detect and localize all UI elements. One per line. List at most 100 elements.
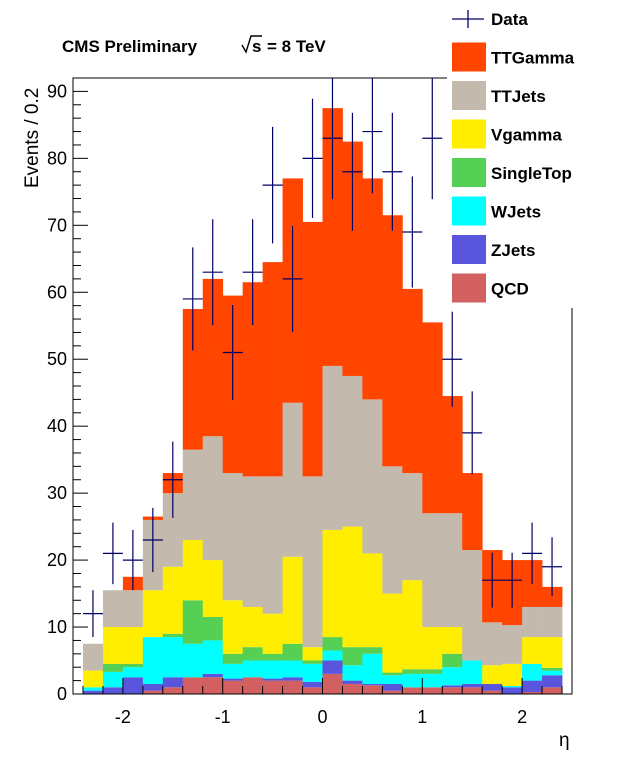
bin-zjets-15 (382, 683, 403, 691)
energy-symbol: s (252, 37, 261, 56)
bin-ttjets-21 (502, 625, 523, 664)
bin-singletop-5 (182, 600, 204, 644)
data-point-1 (102, 522, 123, 585)
bin-vgamma-1 (102, 627, 124, 664)
bin-zjets-19 (462, 683, 483, 688)
legend-swatch-wjets (452, 196, 486, 226)
bin-ttjets-1 (102, 590, 124, 628)
legend-swatch-ttgamma (452, 42, 486, 72)
y-tick-label-1: 10 (47, 617, 67, 637)
bin-vgamma-13 (342, 526, 363, 648)
legend-entry-ttjets: TTJets (452, 81, 546, 110)
bin-zjets-9 (262, 678, 283, 681)
bin-wjets-2 (122, 667, 144, 678)
y-tick-label-9: 90 (47, 81, 67, 101)
bin-qcd-23 (542, 687, 563, 694)
x-axis-label: η (559, 730, 570, 751)
bin-ttjets-17 (422, 513, 443, 628)
bin-ttgamma-5 (182, 309, 204, 450)
bin-qcd-9 (262, 680, 283, 694)
bin-zjets-1 (102, 687, 124, 694)
plot-title: CMS Preliminary s = 8 TeV (62, 35, 326, 56)
bin-qcd-11 (302, 687, 323, 694)
bin-wjets-10 (282, 660, 303, 678)
bin-ttjets-20 (482, 622, 503, 666)
bin-singletop-14 (362, 647, 383, 654)
data-point-13 (342, 112, 363, 231)
y-tick-label-2: 20 (47, 550, 67, 570)
legend-entry-ttgamma: TTGamma (452, 42, 575, 72)
legend-label-ttjets: TTJets (491, 87, 546, 106)
legend-label-zjets: ZJets (491, 241, 535, 260)
bin-vgamma-5 (182, 540, 204, 601)
bin-wjets-1 (102, 671, 124, 688)
bin-ttjets-8 (242, 476, 264, 607)
bin-vgamma-2 (122, 627, 144, 664)
data-point-16 (402, 176, 423, 288)
bin-qcd-19 (462, 687, 483, 694)
bin-wjets-9 (262, 660, 283, 679)
data-point-7 (222, 304, 243, 401)
sqrt-symbol (241, 35, 262, 54)
legend-label-singletop: SingleTop (491, 164, 572, 183)
bin-ttjets-12 (322, 365, 343, 530)
bin-ttgamma-11 (302, 221, 323, 477)
legend-entry-zjets: ZJets (452, 235, 535, 264)
bin-singletop-12 (322, 637, 343, 651)
x-tick-label-2: 0 (317, 707, 327, 727)
y-tick-label-0: 0 (57, 684, 67, 704)
bin-zjets-6 (202, 673, 224, 678)
data-point-2 (122, 529, 143, 591)
bin-singletop-18 (442, 653, 463, 668)
x-tick-label-4: 2 (517, 707, 527, 727)
x-tick-label-1: -1 (215, 707, 231, 727)
y-tick-label-8: 80 (47, 148, 67, 168)
bin-wjets-3 (142, 637, 164, 684)
data-point-21 (502, 552, 523, 608)
bin-zjets-14 (362, 683, 383, 686)
bin-vgamma-6 (202, 560, 224, 617)
data-point-15 (382, 112, 403, 231)
data-point-5 (182, 247, 203, 351)
bin-singletop-8 (242, 647, 264, 661)
legend-swatch-ttjets (452, 81, 486, 110)
bin-ttgamma-19 (462, 473, 483, 551)
bin-zjets-13 (342, 680, 363, 684)
bin-qcd-12 (322, 673, 343, 694)
bin-zjets-18 (442, 685, 463, 688)
bin-singletop-15 (382, 672, 403, 676)
bin-ttjets-10 (282, 402, 303, 557)
bin-wjets-4 (162, 637, 184, 678)
bin-vgamma-11 (302, 647, 323, 661)
bin-ttjets-2 (122, 590, 144, 628)
bin-wjets-21 (502, 685, 523, 688)
data-point-17 (422, 78, 443, 200)
bin-qcd-18 (442, 687, 463, 694)
bin-zjets-23 (542, 675, 563, 688)
bin-ttjets-15 (382, 466, 403, 594)
legend-swatch-qcd (452, 273, 486, 303)
bin-vgamma-4 (162, 566, 184, 634)
bin-vgamma-14 (362, 553, 383, 648)
data-point-18 (442, 311, 463, 407)
bin-singletop-11 (302, 660, 323, 664)
data-point-23 (542, 537, 563, 597)
bin-wjets-8 (242, 660, 264, 678)
bin-ttgamma-6 (202, 278, 224, 437)
bin-vgamma-7 (222, 600, 244, 654)
bin-vgamma-8 (242, 606, 264, 648)
stacked-bins (82, 108, 563, 694)
bin-zjets-22 (522, 680, 543, 692)
bin-ttjets-14 (362, 399, 383, 554)
legend-swatch-zjets (452, 235, 486, 264)
data-point-9 (262, 126, 283, 244)
data-point-14 (362, 78, 383, 194)
bin-qcd-16 (402, 687, 423, 694)
bin-wjets-0 (82, 687, 104, 691)
bin-wjets-5 (182, 643, 204, 678)
bin-qcd-5 (182, 677, 204, 694)
bin-vgamma-12 (322, 529, 343, 638)
data-point-0 (82, 590, 103, 638)
bin-wjets-7 (222, 663, 244, 679)
